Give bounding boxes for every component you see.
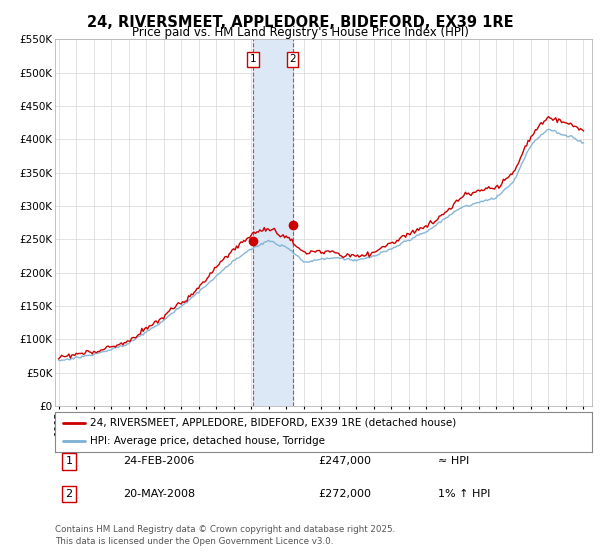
- Text: Price paid vs. HM Land Registry's House Price Index (HPI): Price paid vs. HM Land Registry's House …: [131, 26, 469, 39]
- Text: 24-FEB-2006: 24-FEB-2006: [123, 456, 194, 466]
- Text: 2: 2: [289, 54, 296, 64]
- Text: 1% ↑ HPI: 1% ↑ HPI: [438, 489, 490, 499]
- Text: 2: 2: [65, 489, 73, 499]
- Text: 24, RIVERSMEET, APPLEDORE, BIDEFORD, EX39 1RE: 24, RIVERSMEET, APPLEDORE, BIDEFORD, EX3…: [86, 15, 514, 30]
- Bar: [253, 39, 293, 406]
- Text: £247,000: £247,000: [318, 456, 371, 466]
- Text: HPI: Average price, detached house, Torridge: HPI: Average price, detached house, Torr…: [90, 436, 325, 446]
- Text: 24, RIVERSMEET, APPLEDORE, BIDEFORD, EX39 1RE (detached house): 24, RIVERSMEET, APPLEDORE, BIDEFORD, EX3…: [90, 418, 457, 428]
- Text: 1: 1: [250, 54, 257, 64]
- Text: 20-MAY-2008: 20-MAY-2008: [123, 489, 195, 499]
- Text: Contains HM Land Registry data © Crown copyright and database right 2025.
This d: Contains HM Land Registry data © Crown c…: [55, 525, 395, 546]
- Text: £272,000: £272,000: [318, 489, 371, 499]
- Text: 1: 1: [65, 456, 73, 466]
- Text: ≈ HPI: ≈ HPI: [438, 456, 469, 466]
